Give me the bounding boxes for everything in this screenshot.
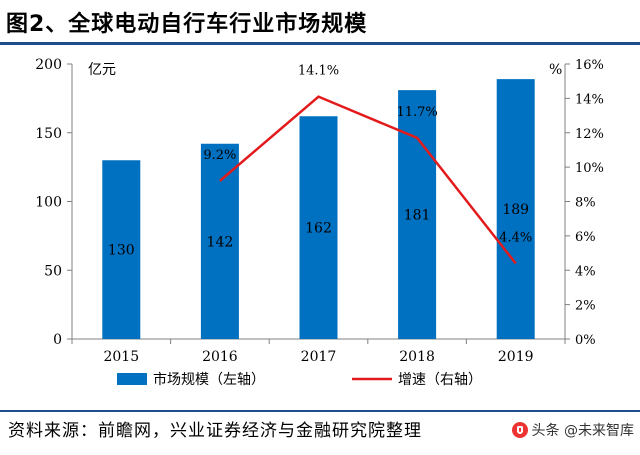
bar-value-label: 181 [404, 208, 431, 224]
bar-value-label: 142 [207, 234, 234, 250]
bar [102, 160, 141, 339]
watermark-text: 头条 @未来智库 [531, 423, 634, 439]
right-tick-label: 14% [575, 92, 604, 107]
growth-line [219, 95, 517, 265]
left-tick-label: 100 [35, 195, 62, 211]
line-series [219, 95, 517, 265]
right-tick-label: 12% [575, 127, 604, 142]
combo-chart: 0 50 100 150 200 0% 2% 4% 6% 8% 10% 12% 14% 16% 2015 20… [35, 57, 604, 388]
data-labels: 130 142 162 181 189 9.2% 14.1% 11.7% 4.4% [108, 64, 532, 259]
right-tick-label: 10% [575, 161, 604, 176]
bar-series [102, 79, 535, 339]
left-tick-label: 0 [53, 332, 62, 348]
right-tick-label: 0% [575, 333, 596, 348]
x-tick-label: 2018 [399, 349, 435, 365]
title-divider [0, 42, 640, 45]
right-axis-label: % [549, 62, 562, 78]
left-tick-label: 150 [35, 126, 62, 142]
watermark: 头条 @未来智库 [511, 420, 634, 440]
left-tick-label: 200 [35, 57, 62, 73]
left-tick-label: 50 [44, 263, 62, 279]
right-tick-label: 16% [575, 58, 604, 73]
legend: 市场规模（左轴） 增速（右轴） [117, 371, 482, 388]
bar [299, 116, 338, 339]
bar [496, 79, 535, 339]
left-axis-label: 亿元 [88, 62, 116, 78]
legend-bar-swatch [117, 373, 147, 385]
x-tick-label: 2016 [202, 349, 238, 365]
chart-axes: 0 50 100 150 200 0% 2% 4% 6% 8% 10% 12% 14% 16% 2015 20… [35, 57, 604, 365]
line-value-label: 9.2% [203, 148, 236, 163]
legend-line-label: 增速（右轴） [398, 372, 482, 388]
bar-value-label: 130 [108, 243, 135, 259]
footer-divider [0, 410, 640, 412]
right-tick-label: 8% [575, 196, 596, 211]
bar-value-label: 162 [305, 221, 332, 237]
x-tick-label: 2015 [103, 349, 139, 365]
x-tick-label: 2019 [498, 349, 534, 365]
right-tick-label: 6% [575, 230, 596, 245]
line-value-label: 11.7% [396, 105, 437, 120]
toutiao-logo-icon [511, 422, 528, 438]
line-value-label: 14.1% [298, 64, 339, 79]
bar-value-label: 189 [502, 202, 529, 218]
chart-title: 图2、全球电动自行车行业市场规模 [6, 12, 368, 37]
source-note: 资料来源：前瞻网，兴业证券经济与金融研究院整理 [8, 421, 422, 441]
x-tick-label: 2017 [301, 349, 337, 365]
bar [200, 143, 239, 339]
right-tick-label: 4% [575, 264, 596, 279]
right-tick-label: 2% [575, 299, 596, 314]
line-value-label: 4.4% [499, 230, 532, 245]
legend-bar-label: 市场规模（左轴） [153, 371, 265, 388]
